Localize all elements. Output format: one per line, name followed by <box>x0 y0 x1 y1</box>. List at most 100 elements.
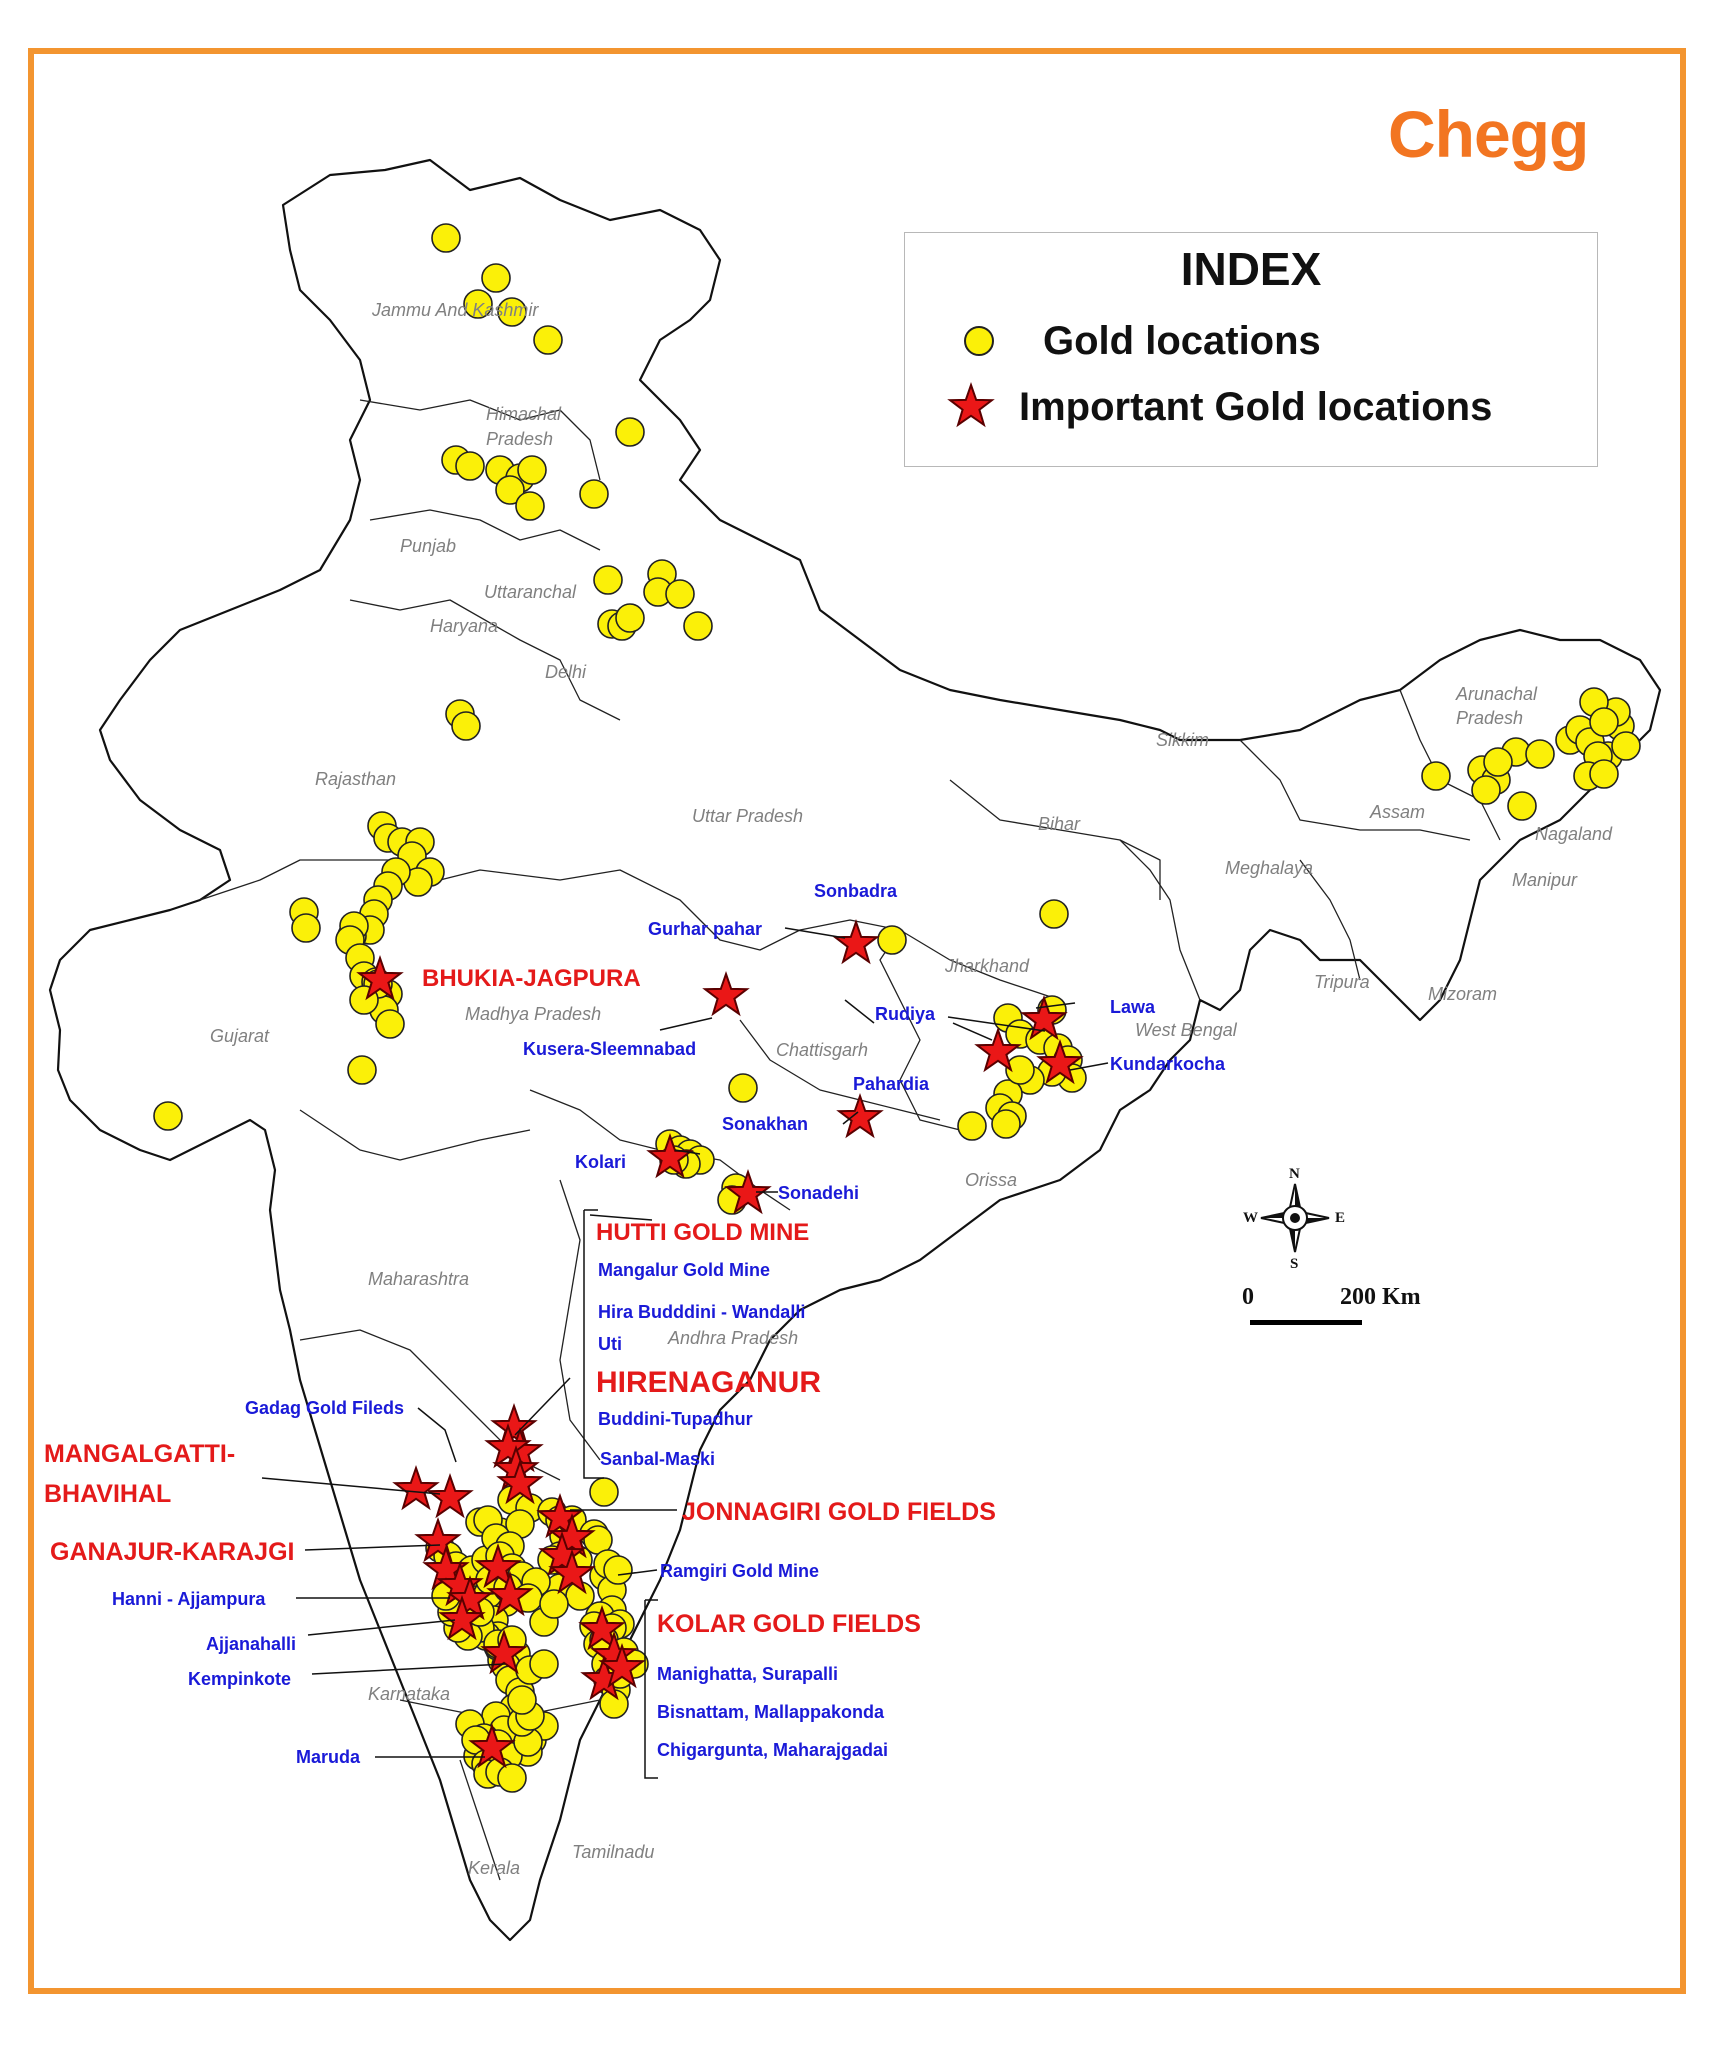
chegg-logo: Chegg <box>1388 97 1589 171</box>
state-label: Rajasthan <box>315 769 396 789</box>
gold-location-marker <box>728 1073 758 1103</box>
gold-location-marker <box>593 565 623 595</box>
state-label: Chattisgarh <box>776 1040 868 1060</box>
site-label-blue: Rudiya <box>875 1004 936 1024</box>
important-gold-marker <box>834 921 878 963</box>
legend-gold-label: Gold locations <box>1043 318 1321 363</box>
site-label-red: GANAJUR-KARAJGI <box>50 1538 294 1566</box>
important-site-labels: BHUKIA-JAGPURA HUTTI GOLD MINE HIRENAGAN… <box>44 965 996 1638</box>
state-label: Andhra Pradesh <box>667 1328 798 1348</box>
site-label-blue: Gadag Gold Fileds <box>245 1398 404 1418</box>
site-label-blue: Sonadehi <box>778 1183 859 1203</box>
leader-lines <box>261 927 1109 1779</box>
state-labels: Jammu And Kashmir Himachal Pradesh Punja… <box>210 300 1613 1878</box>
gold-location-marker <box>529 1649 559 1679</box>
gold-location-marker <box>957 1111 987 1141</box>
site-label-blue: Lawa <box>1110 997 1156 1017</box>
gold-location-marker <box>683 611 713 641</box>
gold-location-marker <box>431 223 461 253</box>
scale-bar <box>1250 1320 1362 1325</box>
compass-rose <box>1260 1183 1330 1253</box>
site-label-red: BHUKIA-JAGPURA <box>422 965 641 992</box>
gold-location-marker <box>603 1555 633 1585</box>
state-label: Jharkhand <box>944 956 1030 976</box>
state-label: Pradesh <box>1456 708 1523 728</box>
state-label: Bihar <box>1038 814 1081 834</box>
state-borders <box>199 399 1501 1881</box>
gold-location-marker <box>665 579 695 609</box>
site-label-blue: Mangalur Gold Mine <box>598 1260 770 1280</box>
site-label-blue: Maruda <box>296 1747 361 1767</box>
site-label-blue: Bisnattam, Mallappakonda <box>657 1702 885 1722</box>
gold-location-marker <box>1525 739 1555 769</box>
gold-location-marker <box>507 1685 537 1715</box>
gold-location-marker <box>1005 1055 1035 1085</box>
site-labels: Sonbadra Gurhar pahar Kusera-Sleemnabad … <box>112 881 1226 1767</box>
site-label-blue: Kolari <box>575 1152 626 1172</box>
gold-location-marker <box>539 1589 569 1619</box>
state-label: West Bengal <box>1135 1020 1238 1040</box>
site-label-blue: Kempinkote <box>188 1669 291 1689</box>
gold-location-marker <box>1039 899 1069 929</box>
scale-distance: 200 Km <box>1340 1284 1421 1310</box>
site-label-blue: Manighatta, Surapalli <box>657 1664 838 1684</box>
legend-box: INDEX Gold locations Important Gold loca… <box>904 232 1598 467</box>
gold-location-marker <box>1421 761 1451 791</box>
gold-location-marker <box>455 451 485 481</box>
state-label: Assam <box>1369 802 1425 822</box>
gold-location-marker <box>515 491 545 521</box>
site-label-blue: Chigargunta, Maharajgadai <box>657 1740 888 1760</box>
important-gold-marker <box>428 1475 472 1517</box>
state-label: Sikkim <box>1156 730 1209 750</box>
gold-location-marker <box>291 913 321 943</box>
state-label: Kerala <box>468 1858 520 1878</box>
scale-zero: 0 <box>1242 1284 1254 1310</box>
important-gold-marker <box>838 1095 882 1137</box>
site-label-blue: Hanni - Ajjampura <box>112 1589 266 1609</box>
important-gold-marker <box>394 1467 438 1509</box>
gold-location-marker <box>1483 747 1513 777</box>
state-label: Haryana <box>430 616 498 636</box>
state-label: Meghalaya <box>1225 858 1313 878</box>
site-label-blue: Kundarkocha <box>1110 1054 1226 1074</box>
state-label: Punjab <box>400 536 456 556</box>
gold-location-marker <box>497 297 527 327</box>
legend-title: INDEX <box>1180 243 1322 295</box>
gold-dot-icon <box>953 315 1005 367</box>
state-label: Mizoram <box>1428 984 1497 1004</box>
gold-location-marker <box>1611 731 1641 761</box>
site-label-red: MANGALGATTI- <box>44 1440 235 1468</box>
site-label-red: JONNAGIRI GOLD FIELDS <box>682 1498 996 1526</box>
gold-location-marker <box>347 1055 377 1085</box>
site-label-blue: Sonbadra <box>814 881 898 901</box>
gold-location-marker <box>497 1763 527 1793</box>
state-label: Uttaranchal <box>484 582 577 602</box>
gold-location-marker <box>495 475 525 505</box>
state-label: Maharashtra <box>368 1269 469 1289</box>
state-label: Karnataka <box>368 1684 450 1704</box>
state-label: Arunachal <box>1455 684 1538 704</box>
gold-location-marker <box>153 1101 183 1131</box>
site-label-blue: Gurhar pahar <box>648 919 762 939</box>
gold-location-marker <box>1589 707 1619 737</box>
gold-location-marker <box>1507 791 1537 821</box>
gold-location-marker <box>589 1477 619 1507</box>
state-label: Uttar Pradesh <box>692 806 803 826</box>
site-label-blue: Pahardia <box>853 1074 930 1094</box>
gold-location-marker <box>877 925 907 955</box>
state-label: Madhya Pradesh <box>465 1004 601 1024</box>
gold-location-marker <box>451 711 481 741</box>
site-label-blue: Ramgiri Gold Mine <box>660 1561 819 1581</box>
gold-location-marker <box>517 455 547 485</box>
site-label-red: BHAVIHAL <box>44 1480 171 1508</box>
site-label-blue: Ajjanahalli <box>206 1634 296 1654</box>
legend-gold-row: Gold locations <box>945 315 1321 367</box>
gold-location-marker <box>463 289 493 319</box>
state-label: Gujarat <box>210 1026 270 1046</box>
gold-location-marker <box>579 479 609 509</box>
site-label-blue: Hira Budddini - Wandalli <box>598 1302 805 1322</box>
compass-south: S <box>1290 1256 1299 1272</box>
compass-west: W <box>1243 1210 1258 1226</box>
gold-location-marker <box>615 417 645 447</box>
